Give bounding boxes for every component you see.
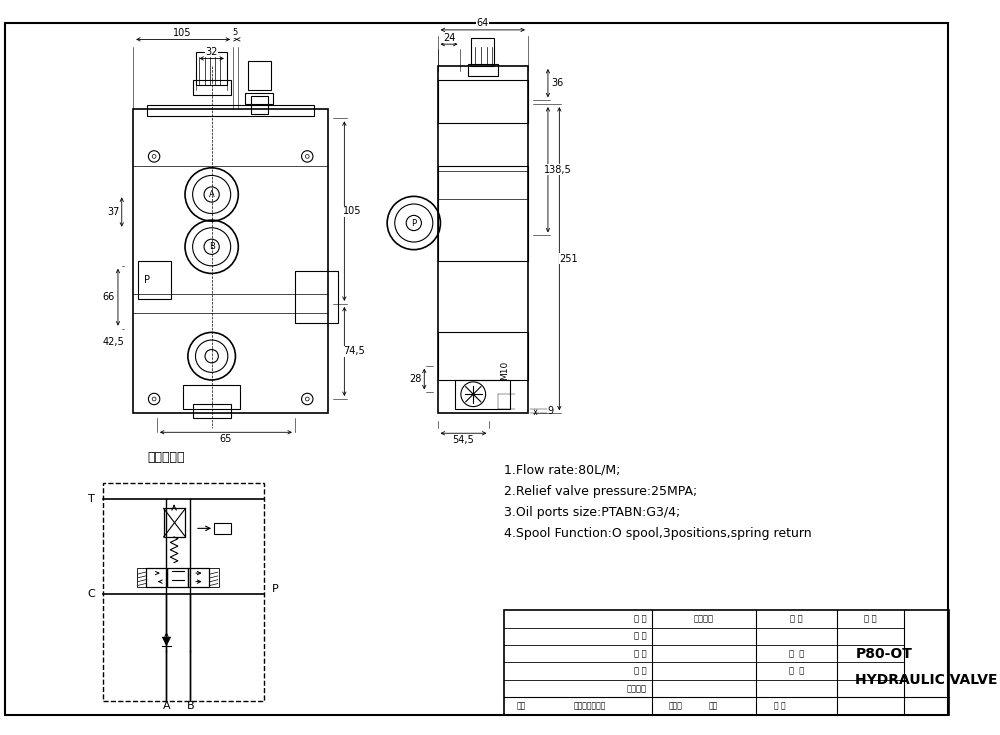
Text: 251: 251 xyxy=(560,254,578,264)
Text: 设 计: 设 计 xyxy=(634,614,647,623)
Text: 105: 105 xyxy=(343,206,361,216)
Bar xyxy=(438,332,528,380)
Bar xyxy=(468,64,498,76)
Bar xyxy=(438,166,528,261)
Text: 3.Oil ports size:PTABN:G3/4;: 3.Oil ports size:PTABN:G3/4; xyxy=(504,506,680,519)
Bar xyxy=(245,93,273,104)
Bar xyxy=(455,380,510,409)
Text: A: A xyxy=(209,190,215,199)
Bar xyxy=(295,270,338,323)
Text: P: P xyxy=(272,584,279,594)
Text: 2.Relief valve pressure:25MPA;: 2.Relief valve pressure:25MPA; xyxy=(504,485,697,498)
Bar xyxy=(438,80,528,123)
Bar xyxy=(248,61,271,90)
Text: 第  集: 第 集 xyxy=(789,667,804,675)
Polygon shape xyxy=(162,637,171,646)
Text: 4.Spool Function:O spool,3positions,spring return: 4.Spool Function:O spool,3positions,spri… xyxy=(504,526,812,539)
Bar xyxy=(183,384,240,409)
Text: 36: 36 xyxy=(551,78,564,88)
Text: 比 例: 比 例 xyxy=(864,614,877,623)
Text: 138,5: 138,5 xyxy=(544,165,571,175)
Text: 共  集: 共 集 xyxy=(789,649,804,659)
Text: HYDRAULIC VALVE: HYDRAULIC VALVE xyxy=(855,673,998,687)
Text: B: B xyxy=(186,701,194,711)
Text: 5: 5 xyxy=(233,28,238,37)
Bar xyxy=(193,404,231,418)
Bar xyxy=(146,568,167,587)
Text: 图样标记: 图样标记 xyxy=(694,614,714,623)
Text: 54,5: 54,5 xyxy=(452,435,474,445)
Text: 1.Flow rate:80L/M;: 1.Flow rate:80L/M; xyxy=(504,464,621,477)
Bar xyxy=(138,261,171,299)
Bar xyxy=(193,80,231,95)
Text: A: A xyxy=(163,701,170,711)
Bar xyxy=(133,109,328,413)
Text: 28: 28 xyxy=(410,374,422,384)
Text: P: P xyxy=(144,275,150,285)
Bar xyxy=(504,610,949,715)
Text: 标记: 标记 xyxy=(517,702,526,711)
Text: 24: 24 xyxy=(443,32,455,43)
Text: M10: M10 xyxy=(500,361,509,380)
Text: B: B xyxy=(209,243,215,251)
Text: 制 图: 制 图 xyxy=(634,632,647,641)
Bar xyxy=(471,37,494,66)
Text: T: T xyxy=(88,494,95,504)
Text: 审 核: 审 核 xyxy=(774,702,786,711)
Text: 37: 37 xyxy=(107,207,119,217)
Bar xyxy=(188,568,209,587)
Text: 校 对: 校 对 xyxy=(634,667,647,675)
Text: 液压原理图: 液压原理图 xyxy=(148,451,185,465)
Text: 描 图: 描 图 xyxy=(634,649,647,659)
Bar xyxy=(147,105,314,116)
Text: 74,5: 74,5 xyxy=(343,346,365,356)
Bar xyxy=(137,568,146,587)
Bar xyxy=(196,51,227,85)
Bar xyxy=(164,509,185,537)
Text: 9: 9 xyxy=(547,406,553,416)
Text: 64: 64 xyxy=(477,18,489,28)
Text: 65: 65 xyxy=(220,434,232,444)
Text: 更改内容或依据: 更改内容或依据 xyxy=(574,702,606,711)
Text: 更改人: 更改人 xyxy=(668,702,682,711)
Text: P80-OT: P80-OT xyxy=(856,647,913,661)
Text: 42,5: 42,5 xyxy=(102,337,124,347)
Bar xyxy=(103,483,264,701)
Bar xyxy=(251,96,268,114)
Text: 工艺检查: 工艺检查 xyxy=(627,684,647,693)
Bar xyxy=(167,568,188,587)
Text: 105: 105 xyxy=(173,28,192,37)
Text: P: P xyxy=(411,218,416,228)
Bar xyxy=(209,568,219,587)
Text: 32: 32 xyxy=(205,47,218,57)
Text: C: C xyxy=(87,589,95,599)
Text: 66: 66 xyxy=(102,293,115,302)
Bar xyxy=(214,523,231,534)
Text: 日期: 日期 xyxy=(709,702,718,711)
Text: 重 量: 重 量 xyxy=(790,614,803,623)
Bar xyxy=(438,66,528,413)
